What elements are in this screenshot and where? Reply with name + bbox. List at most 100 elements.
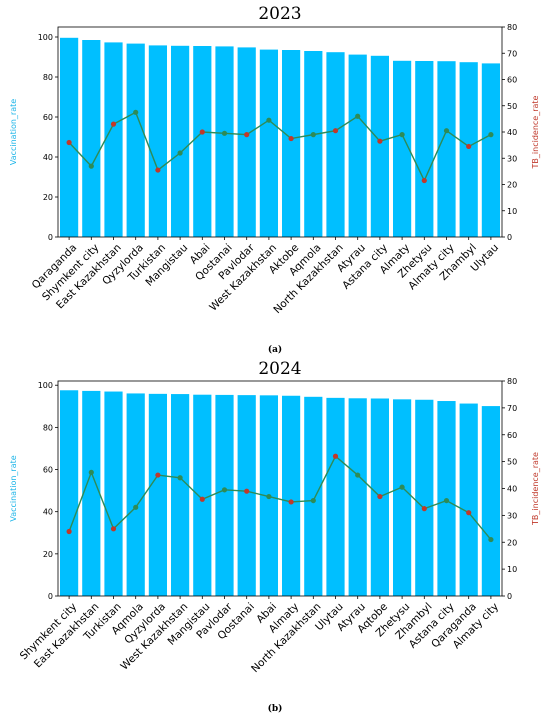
plot-frame xyxy=(57,26,503,238)
tb-incidence-point xyxy=(221,130,228,136)
bar xyxy=(348,54,367,237)
bar xyxy=(326,397,345,596)
bar xyxy=(281,50,301,237)
tb-incidence-point xyxy=(488,132,494,138)
y2-tick-label: 70 xyxy=(507,49,517,58)
y-tick-label: 20 xyxy=(43,550,53,559)
tb-incidence-point xyxy=(88,163,94,169)
y2-tick-label: 30 xyxy=(507,154,517,163)
tb-incidence-point xyxy=(244,488,250,494)
bar xyxy=(148,393,168,596)
bar xyxy=(59,37,79,237)
bar xyxy=(126,43,145,237)
tb-incidence-point xyxy=(221,487,228,493)
bar xyxy=(59,390,79,596)
y2-tick-label: 50 xyxy=(507,102,517,111)
bar xyxy=(215,394,234,596)
bar xyxy=(437,61,456,238)
bar xyxy=(415,61,434,237)
bar xyxy=(82,390,101,596)
bar xyxy=(193,46,212,237)
tb-incidence-point xyxy=(110,121,117,127)
bar xyxy=(281,395,301,596)
bar xyxy=(193,394,212,596)
bar xyxy=(237,395,256,596)
tb-incidence-point xyxy=(155,472,161,478)
y2-tick-label: 0 xyxy=(507,233,512,242)
y2-tick-label: 10 xyxy=(507,207,517,216)
y2-tick-label: 60 xyxy=(507,76,517,85)
tb-incidence-point xyxy=(488,536,494,543)
panel-label: (a) xyxy=(268,344,282,355)
tb-incidence-point xyxy=(110,526,117,532)
plot-frame xyxy=(57,380,503,597)
tb-incidence-point xyxy=(310,132,316,138)
y2-tick-label: 80 xyxy=(507,377,517,386)
y-tick-label: 20 xyxy=(43,193,53,202)
chart-panel-2: 2024 0 20 40 60 80 100 0 10 20 30 40 50 60 70 80 Vaccina… xyxy=(9,359,540,714)
tb-incidence-point xyxy=(199,129,205,135)
chart-panel-1: 2023 0 20 40 60 80 100 0 10 20 30 40 50 60 70 80 Vaccina… xyxy=(9,4,540,355)
bar xyxy=(348,398,367,596)
y-tick-label: 40 xyxy=(43,508,53,517)
y2-tick-label: 20 xyxy=(507,538,517,547)
y2-tick-label: 30 xyxy=(507,511,517,520)
y2-tick-label: 60 xyxy=(507,431,517,440)
tb-incidence-point xyxy=(155,167,161,173)
y2-axis-label: TB_incidence_rate xyxy=(531,452,540,526)
y2-axis-label: TB_incidence_rate xyxy=(531,95,540,169)
tb-incidence-point xyxy=(88,469,94,475)
y2-tick-label: 10 xyxy=(507,565,517,574)
y2-tick-label: 80 xyxy=(507,23,517,32)
tb-incidence-point xyxy=(443,128,450,134)
tb-incidence-point xyxy=(466,143,472,150)
tb-incidence-point xyxy=(177,475,183,481)
tb-incidence-point xyxy=(377,493,383,500)
bar xyxy=(148,45,168,238)
bar xyxy=(459,403,478,596)
y2-tick-label: 20 xyxy=(507,181,517,190)
y-tick-label: 100 xyxy=(38,381,53,390)
tb-incidence-point xyxy=(288,499,294,505)
bar xyxy=(392,60,412,237)
tb-incidence-point xyxy=(199,496,205,502)
bar xyxy=(215,46,234,238)
tb-incidence-point xyxy=(399,132,405,138)
bar xyxy=(481,63,501,238)
bar xyxy=(237,47,256,238)
bar xyxy=(82,40,101,237)
tb-incidence-point xyxy=(66,139,72,146)
tb-incidence-point xyxy=(133,109,139,115)
bar xyxy=(326,52,345,238)
bar xyxy=(170,394,190,596)
tb-incidence-point xyxy=(355,113,361,119)
tb-incidence-point xyxy=(399,484,405,490)
y-tick-label: 40 xyxy=(43,153,53,162)
chart-title: 2024 xyxy=(258,359,301,379)
tb-incidence-point xyxy=(332,128,339,134)
y2-tick-label: 50 xyxy=(507,458,517,467)
bar xyxy=(104,391,123,596)
tb-incidence-line xyxy=(68,111,492,183)
tb-incidence-point xyxy=(355,472,361,478)
tb-incidence-point xyxy=(332,453,339,459)
bar xyxy=(104,42,123,238)
tb-incidence-point xyxy=(377,138,383,144)
y-tick-label: 80 xyxy=(43,73,53,82)
y-tick-label: 0 xyxy=(48,233,53,242)
tb-incidence-point xyxy=(66,528,72,535)
bar xyxy=(170,45,190,237)
bar xyxy=(392,399,412,596)
y2-tick-label: 40 xyxy=(507,128,517,137)
tb-incidence-point xyxy=(177,150,183,156)
bar xyxy=(459,62,478,238)
tb-incidence-point xyxy=(266,493,272,500)
bar xyxy=(126,393,145,596)
y-tick-label: 0 xyxy=(48,592,53,601)
y2-tick-label: 0 xyxy=(507,592,512,601)
tb-incidence-point xyxy=(288,135,294,142)
bar xyxy=(304,51,323,237)
bar xyxy=(481,406,501,596)
y-tick-label: 100 xyxy=(38,33,53,42)
